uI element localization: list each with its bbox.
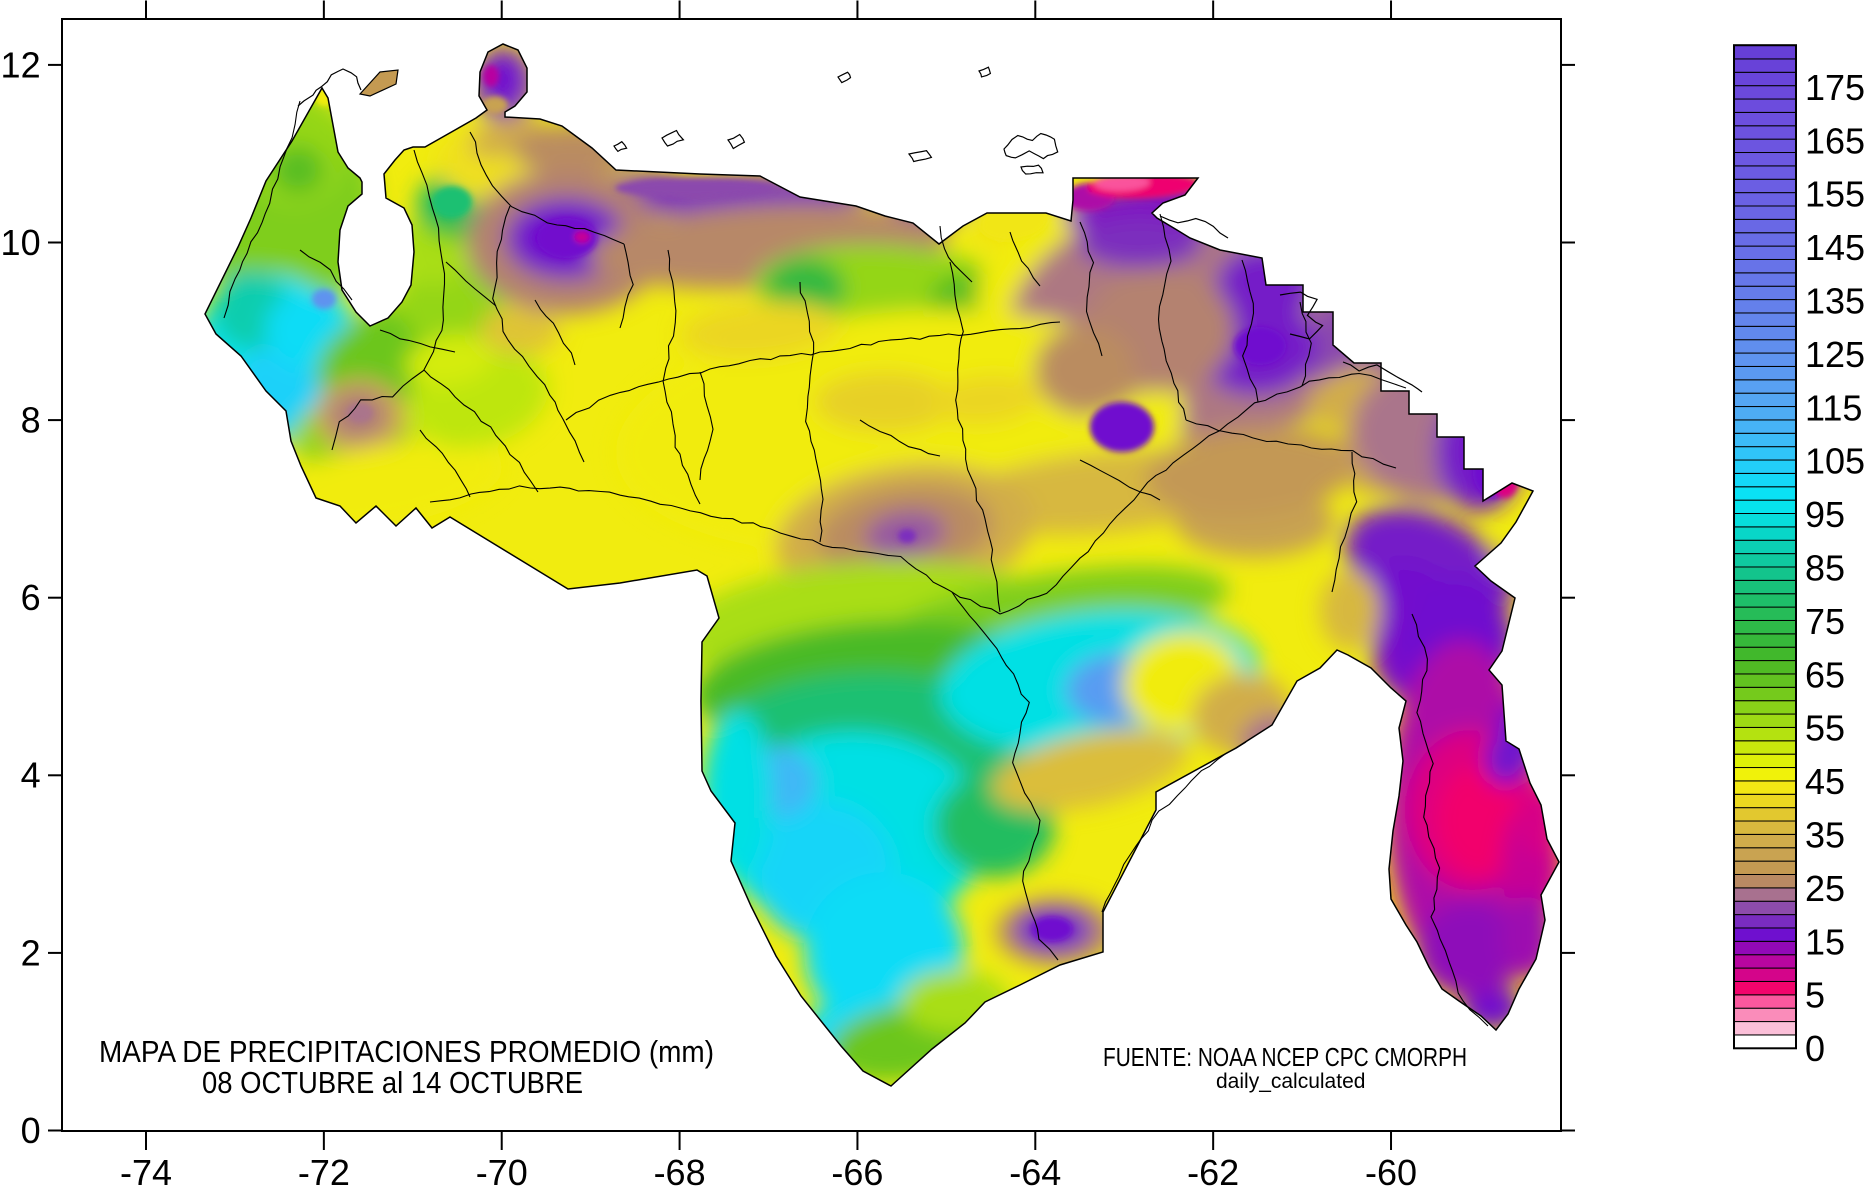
svg-text:125: 125: [1805, 334, 1864, 375]
svg-text:4: 4: [21, 755, 41, 796]
svg-text:2: 2: [21, 932, 41, 973]
svg-text:135: 135: [1805, 281, 1864, 322]
svg-text:5: 5: [1805, 975, 1825, 1016]
svg-text:-72: -72: [298, 1152, 350, 1193]
svg-text:65: 65: [1805, 654, 1845, 695]
svg-text:FUENTE: NOAA NCEP CPC CMORPH: FUENTE: NOAA NCEP CPC CMORPH: [1103, 1042, 1467, 1072]
svg-text:95: 95: [1805, 494, 1845, 535]
svg-text:8: 8: [21, 400, 41, 441]
svg-text:75: 75: [1805, 601, 1845, 642]
svg-text:-60: -60: [1365, 1152, 1417, 1193]
svg-text:-62: -62: [1187, 1152, 1239, 1193]
svg-text:25: 25: [1805, 868, 1845, 909]
svg-text:45: 45: [1805, 761, 1845, 802]
svg-text:12: 12: [1, 44, 41, 85]
svg-text:-64: -64: [1009, 1152, 1061, 1193]
svg-text:daily_calculated: daily_calculated: [1216, 1070, 1365, 1093]
svg-text:165: 165: [1805, 120, 1864, 161]
svg-text:-68: -68: [654, 1152, 706, 1193]
svg-text:85: 85: [1805, 548, 1845, 589]
svg-text:10: 10: [1, 222, 41, 263]
svg-text:55: 55: [1805, 708, 1845, 749]
svg-text:155: 155: [1805, 174, 1864, 215]
svg-text:MAPA DE PRECIPITACIONES PROMED: MAPA DE PRECIPITACIONES PROMEDIO (mm): [99, 1034, 714, 1069]
svg-text:6: 6: [21, 577, 41, 618]
svg-text:08 OCTUBRE al 14 OCTUBRE: 08 OCTUBRE al 14 OCTUBRE: [202, 1067, 583, 1101]
svg-text:175: 175: [1805, 67, 1864, 108]
svg-text:105: 105: [1805, 441, 1864, 482]
svg-text:0: 0: [21, 1110, 41, 1151]
svg-text:15: 15: [1805, 921, 1845, 962]
svg-text:-70: -70: [476, 1152, 528, 1193]
svg-text:115: 115: [1805, 387, 1862, 428]
svg-text:35: 35: [1805, 815, 1845, 856]
svg-text:145: 145: [1805, 227, 1864, 268]
svg-text:-66: -66: [831, 1152, 883, 1193]
svg-text:-74: -74: [120, 1152, 172, 1193]
svg-text:0: 0: [1805, 1028, 1825, 1069]
